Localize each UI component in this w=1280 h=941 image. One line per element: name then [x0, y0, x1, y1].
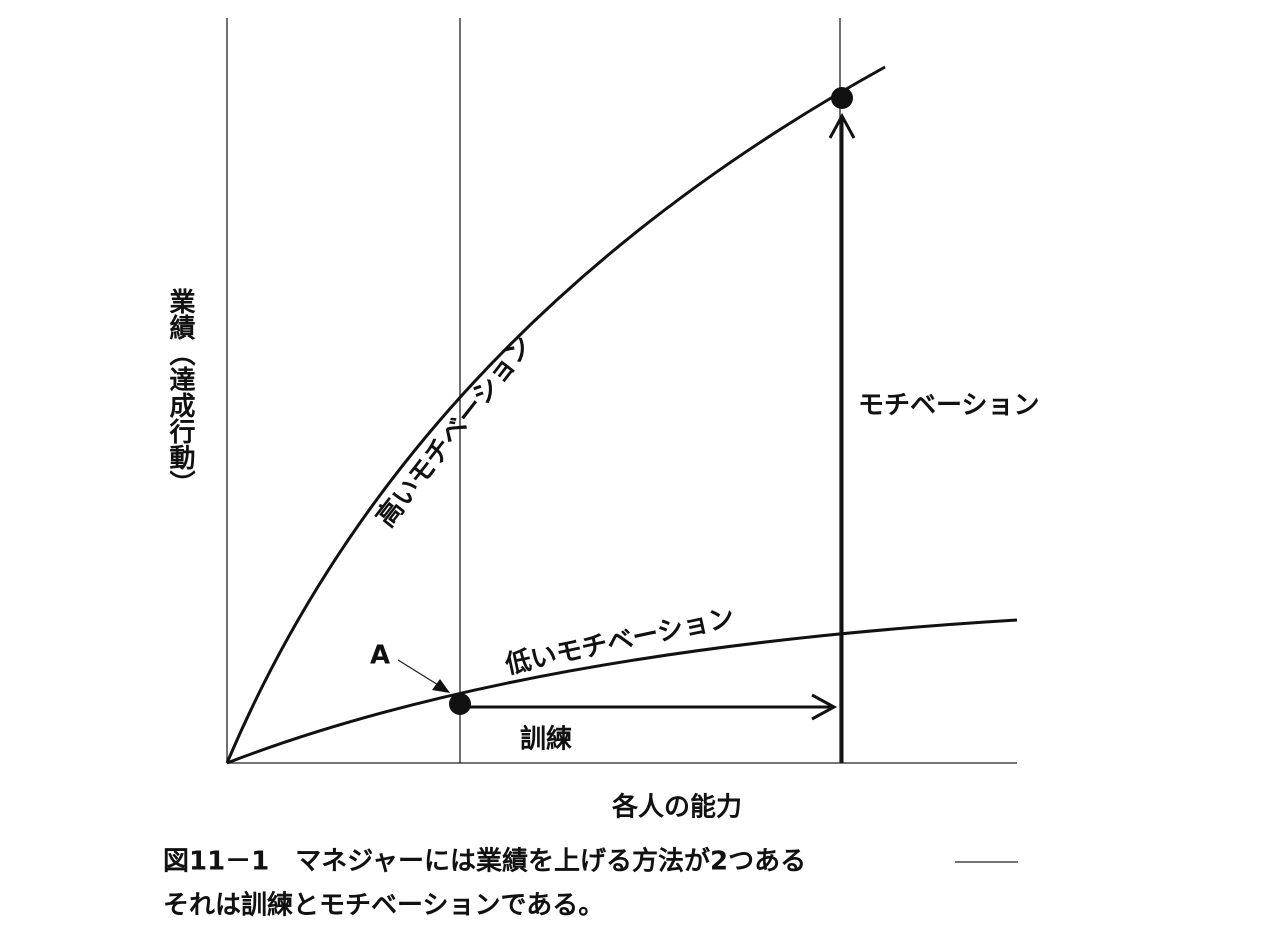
- arrow-label: 訓練: [520, 724, 572, 755]
- point: [449, 693, 471, 715]
- caption-line: それは訓練とモチベーションである。: [163, 890, 604, 921]
- caption-line: 図11－1 マネジャーには業績を上げる方法が2つある: [163, 846, 806, 877]
- pointer-head: [432, 679, 450, 693]
- x-axis-label: 各人の能力: [611, 792, 742, 823]
- pointer-line: [397, 659, 444, 689]
- point: [831, 87, 853, 109]
- y-axis-label: 業績（達成行動）: [165, 288, 196, 496]
- point-label: A: [370, 641, 390, 671]
- arrow-head: [811, 693, 838, 721]
- low-curve: [226, 618, 1018, 765]
- high-curve: [225, 65, 886, 764]
- arrow-label: モチベーション: [858, 391, 1039, 421]
- arrow-head: [828, 112, 856, 139]
- curve-label: 高いモチベーション: [370, 330, 538, 533]
- curve-label: 低いモチベーション: [502, 603, 738, 681]
